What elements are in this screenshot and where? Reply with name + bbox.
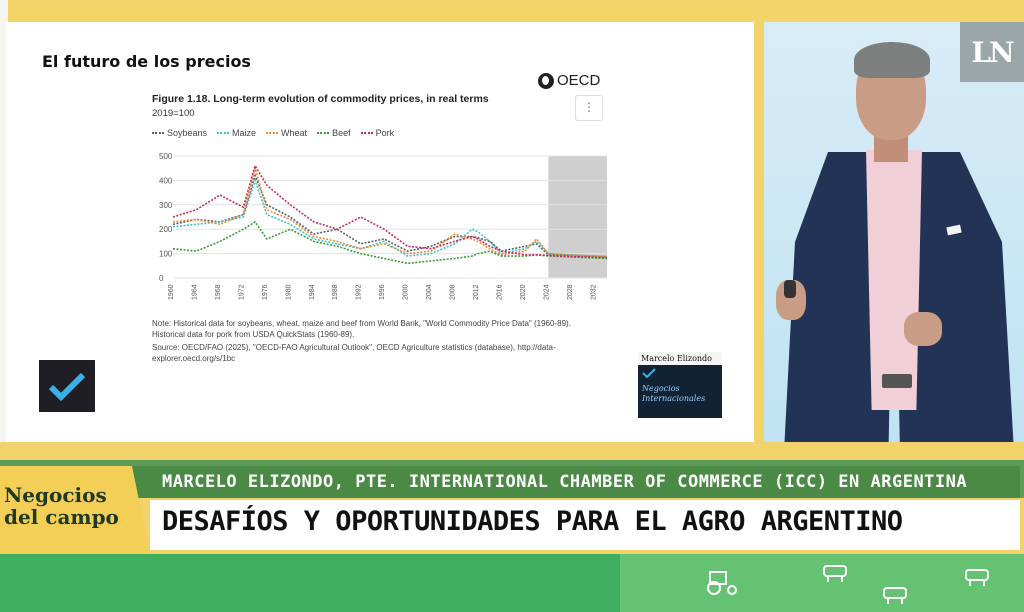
brand-tagline: Negocios Internacionales — [642, 384, 706, 403]
legend-swatch — [317, 132, 330, 134]
legend-item: Pork — [360, 128, 395, 138]
guest-line: MARCELO ELIZONDO, PTE. INTERNATIONAL CHA… — [162, 472, 968, 492]
brand-card: Marcelo Elizondo Negocios Internacionale… — [638, 352, 722, 418]
y-tick-label: 400 — [159, 176, 173, 185]
left-edge — [0, 0, 8, 612]
slide-title: El futuro de los precios — [42, 52, 251, 71]
cow-icon — [823, 565, 847, 582]
oecd-logo: OECD — [538, 72, 600, 89]
headline: DESAFÍOS Y OPORTUNIDADES PARA EL AGRO AR… — [162, 506, 903, 537]
presentation-slide: El futuro de los precios OECD ⋮ Figure 1… — [6, 22, 754, 442]
x-tick-label: 1980 — [285, 284, 292, 300]
legend-label: Wheat — [281, 128, 308, 138]
x-tick-label: 1964 — [191, 284, 198, 300]
tractor-icon — [707, 571, 737, 595]
legend-label: Pork — [375, 128, 395, 138]
legend-item: Beef — [317, 128, 351, 138]
x-tick-label: 2020 — [520, 284, 527, 300]
presenter-hair — [854, 42, 930, 78]
show-name: Negocios del campo — [4, 484, 119, 528]
x-tick-label: 1976 — [262, 284, 269, 300]
y-tick-label: 500 — [159, 152, 173, 161]
show-badge — [0, 466, 150, 554]
presenter-hand — [904, 312, 942, 346]
legend-swatch — [266, 132, 279, 134]
oecd-label: OECD — [557, 72, 601, 89]
x-tick-label: 2004 — [426, 284, 433, 300]
legend-label: Maize — [232, 128, 257, 138]
y-tick-label: 0 — [159, 274, 164, 283]
x-tick-label: 1996 — [379, 284, 386, 300]
bottom-band-light — [620, 554, 1024, 612]
commodity-price-chart: 500 400 300 200 100 0 1960 1964 1968 1972 1976 1980… — [159, 152, 608, 300]
x-tick-label: 2008 — [450, 284, 457, 300]
legend-swatch — [217, 132, 230, 134]
brand-check-icon — [642, 368, 656, 379]
chart-legend: Soybeans Maize Wheat Beef Pork — [152, 128, 394, 138]
checkmark-icon — [48, 372, 86, 401]
legend-item: Maize — [217, 128, 256, 138]
series-line-beef — [172, 220, 608, 265]
headline-bar — [150, 500, 1020, 550]
x-tick-label: 2016 — [496, 284, 503, 300]
projection-shading — [548, 156, 607, 278]
y-tick-label: 200 — [159, 225, 173, 234]
x-tick-label: 2032 — [590, 284, 597, 300]
show-name-line: Negocios — [4, 483, 107, 507]
x-tick-label: 1960 — [168, 284, 175, 300]
brand-name: Marcelo Elizondo — [638, 352, 722, 365]
x-tick-label: 2012 — [473, 284, 480, 300]
cow-icon — [883, 587, 907, 604]
x-tick-label: 1972 — [238, 284, 245, 300]
figure-title: Figure 1.18. Long-term evolution of comm… — [152, 93, 489, 105]
legend-item: Soybeans — [152, 128, 207, 138]
x-tick-label: 2024 — [543, 284, 550, 300]
x-tick-label: 2000 — [403, 284, 410, 300]
presenter-shirt — [866, 150, 922, 410]
top-bar — [0, 0, 1024, 22]
belt-buckle — [882, 374, 912, 388]
legend-item: Wheat — [266, 128, 307, 138]
series-line-pork — [172, 163, 608, 259]
series-line-maize — [172, 177, 608, 258]
cow-icon — [965, 569, 989, 586]
source-text: Source: OECD/FAO (2025), "OECD-FAO Agric… — [152, 343, 556, 363]
clicker-icon — [784, 280, 796, 298]
y-tick-label: 300 — [159, 201, 173, 210]
checkmark-logo — [39, 360, 95, 412]
y-tick-label: 100 — [159, 250, 173, 259]
bottom-band — [0, 554, 1024, 612]
x-tick-label: 1968 — [215, 284, 222, 300]
x-tick-label: 2028 — [567, 284, 574, 300]
figure-subtitle: 2019=100 — [152, 108, 195, 119]
oecd-globe-icon — [538, 72, 554, 89]
ln-logo: LN — [960, 22, 1024, 82]
x-tick-label: 1992 — [356, 284, 363, 300]
chart-note: Note: Historical data for soybeans, whea… — [152, 318, 597, 364]
presenter-video: LN — [764, 22, 1024, 442]
series-line-wheat — [172, 165, 608, 258]
guest-name-bar — [0, 466, 1020, 498]
x-tick-label: 1984 — [309, 284, 316, 300]
legend-swatch — [360, 132, 373, 134]
chart-menu-button[interactable]: ⋮ — [575, 95, 603, 121]
legend-label: Soybeans — [167, 128, 208, 138]
note-text: Note: Historical data for soybeans, whea… — [152, 319, 571, 339]
x-tick-label: 1988 — [332, 284, 339, 300]
show-name-line: del campo — [4, 505, 119, 529]
legend-swatch — [152, 132, 164, 134]
legend-label: Beef — [332, 128, 351, 138]
